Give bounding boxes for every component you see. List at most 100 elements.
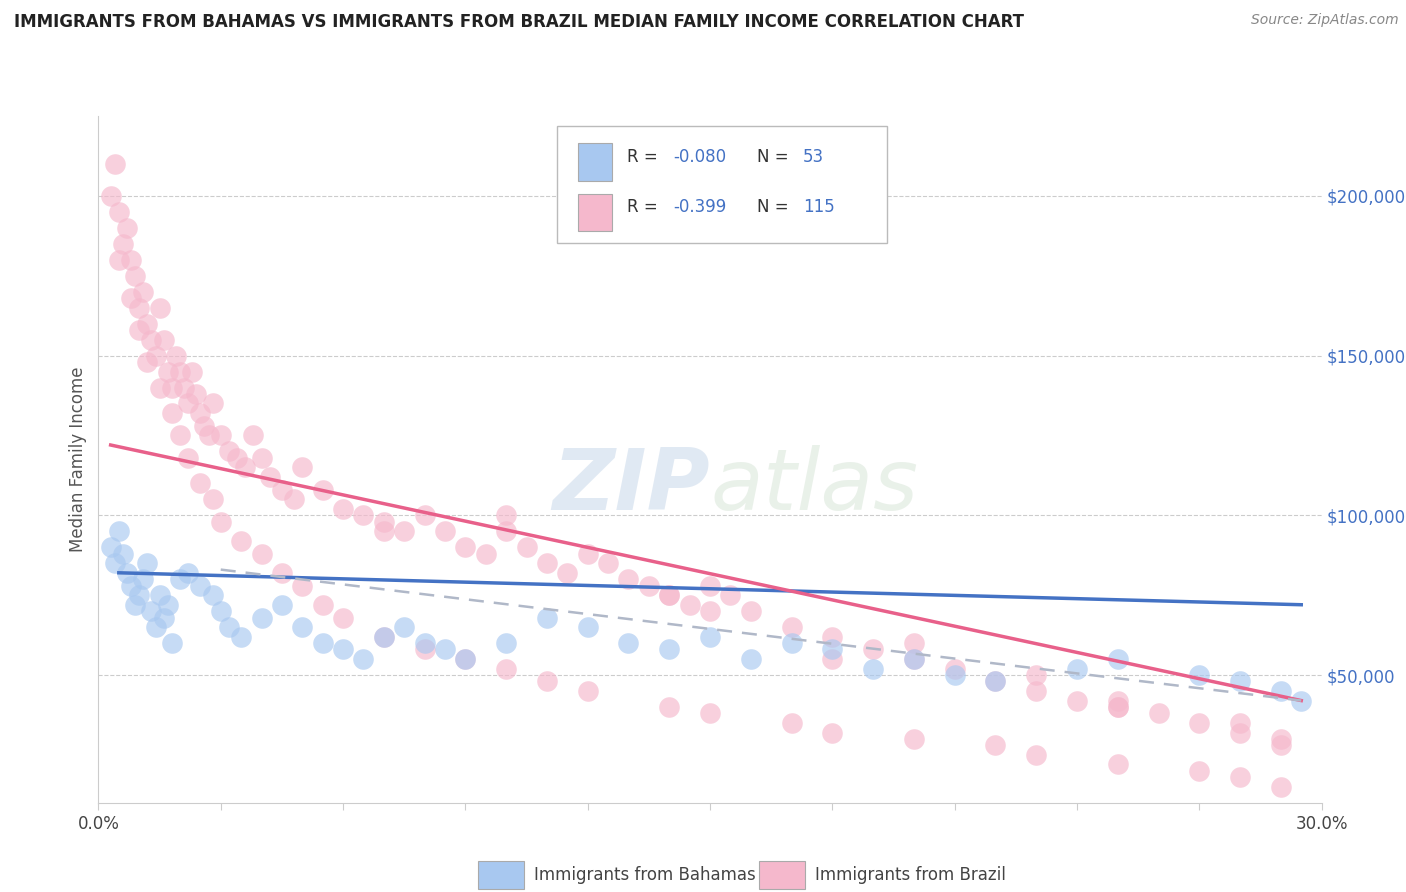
Point [136, 556, 159, 570]
Point [862, 662, 884, 676]
Point [160, 406, 183, 420]
Point [1025, 684, 1047, 698]
Point [1229, 770, 1251, 784]
Point [120, 252, 142, 267]
Point [231, 533, 253, 548]
Point [516, 540, 538, 554]
Point [250, 450, 273, 465]
Point [250, 547, 273, 561]
Point [1107, 700, 1129, 714]
Point [259, 470, 281, 484]
Point [1066, 662, 1088, 676]
Point [617, 572, 640, 586]
Point [780, 620, 803, 634]
Point [352, 508, 374, 523]
Text: R =: R = [627, 148, 662, 166]
Text: N =: N = [756, 148, 793, 166]
Point [160, 380, 183, 394]
Point [1229, 674, 1251, 689]
Point [218, 620, 240, 634]
Point [156, 598, 179, 612]
Point [413, 642, 436, 657]
Point [270, 598, 294, 612]
Text: N =: N = [756, 198, 793, 216]
Point [821, 725, 844, 739]
Point [177, 450, 200, 465]
Point [128, 301, 150, 315]
Point [474, 547, 498, 561]
Point [128, 323, 150, 337]
Y-axis label: Median Family Income: Median Family Income [69, 367, 87, 552]
Point [312, 636, 335, 650]
Point [270, 566, 294, 580]
Point [120, 578, 142, 592]
Point [1107, 693, 1129, 707]
Point [186, 387, 208, 401]
Point [1147, 706, 1170, 721]
Point [658, 700, 681, 714]
Point [903, 731, 925, 746]
Point [1107, 700, 1129, 714]
Text: IMMIGRANTS FROM BAHAMAS VS IMMIGRANTS FROM BRAZIL MEDIAN FAMILY INCOME CORRELATI: IMMIGRANTS FROM BAHAMAS VS IMMIGRANTS FR… [14, 13, 1024, 31]
Text: -0.080: -0.080 [673, 148, 727, 166]
Point [536, 674, 558, 689]
Point [1107, 757, 1129, 772]
Point [231, 630, 253, 644]
Point [283, 492, 305, 507]
Point [454, 652, 477, 666]
Point [104, 556, 127, 570]
Point [903, 636, 925, 650]
Point [1270, 684, 1292, 698]
FancyBboxPatch shape [578, 194, 612, 231]
Point [201, 588, 224, 602]
Point [242, 428, 264, 442]
Point [111, 236, 134, 251]
Point [862, 642, 884, 657]
Point [149, 588, 172, 602]
Point [720, 588, 742, 602]
Point [576, 620, 599, 634]
Point [132, 285, 155, 299]
Point [188, 406, 212, 420]
Text: Immigrants from Bahamas: Immigrants from Bahamas [534, 866, 755, 884]
Point [699, 578, 721, 592]
Point [100, 189, 122, 203]
Point [209, 428, 232, 442]
Point [536, 610, 558, 624]
Point [128, 588, 150, 602]
Point [201, 396, 224, 410]
FancyBboxPatch shape [557, 127, 887, 243]
Point [1270, 731, 1292, 746]
Point [115, 566, 138, 580]
Point [152, 333, 174, 347]
Point [197, 428, 219, 442]
Point [821, 642, 844, 657]
Point [699, 706, 721, 721]
Point [557, 566, 579, 580]
Point [312, 598, 335, 612]
Point [149, 301, 172, 315]
Point [1291, 693, 1313, 707]
Point [1188, 715, 1211, 730]
Point [193, 418, 215, 433]
Text: 53: 53 [803, 148, 824, 166]
FancyBboxPatch shape [478, 861, 524, 888]
FancyBboxPatch shape [578, 144, 612, 181]
Point [596, 556, 619, 570]
Point [699, 604, 721, 618]
Point [658, 642, 681, 657]
Point [495, 636, 517, 650]
Point [699, 630, 721, 644]
Text: 115: 115 [803, 198, 835, 216]
Point [1107, 652, 1129, 666]
Point [984, 674, 1007, 689]
Point [124, 598, 146, 612]
Text: atlas: atlas [710, 445, 918, 528]
Point [495, 662, 517, 676]
Point [141, 604, 163, 618]
Point [413, 636, 436, 650]
FancyBboxPatch shape [759, 861, 806, 888]
Point [943, 662, 966, 676]
Point [1188, 668, 1211, 682]
Point [177, 566, 200, 580]
